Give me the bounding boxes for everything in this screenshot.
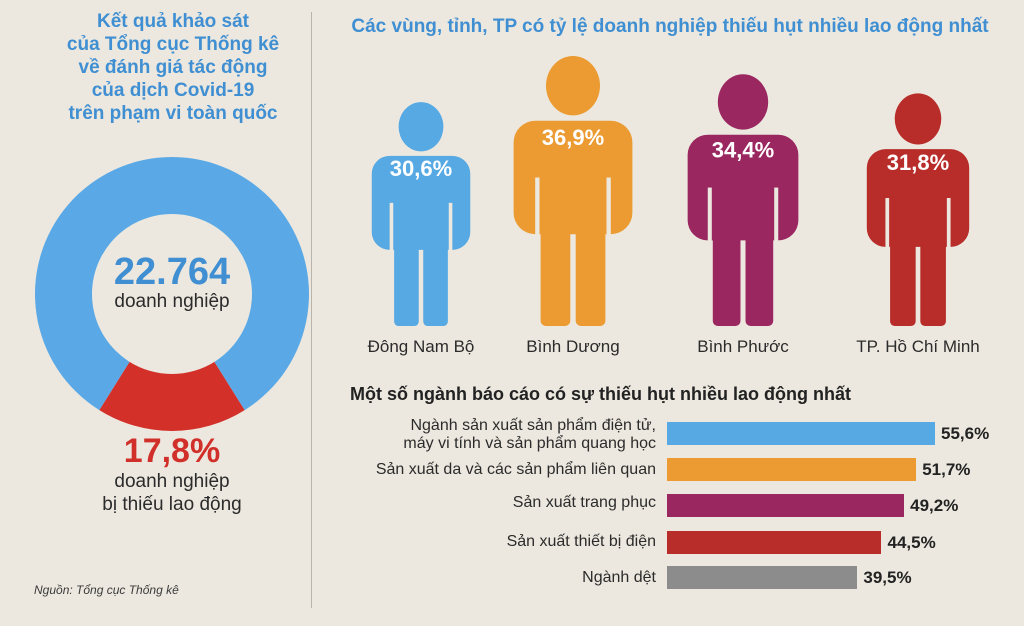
donut-slices (34, 157, 310, 432)
person-icon-tp-hcm (866, 93, 970, 326)
person-icon-dong-nam-bo (371, 102, 471, 326)
survey-title-line: của Tổng cục Thống kê (66, 34, 280, 55)
panel-divider (311, 12, 312, 608)
industry-label-textile: Ngành dệt (316, 569, 656, 587)
industry-label-electrical: Sản xuất thiết bị điện (316, 533, 656, 551)
industry-label-electronics: Ngành sản xuất sản phẩm điện tử, máy vi … (316, 417, 656, 453)
industries-title: Một số ngành báo cáo có sự thiếu hụt nhi… (350, 384, 852, 404)
donut-slice-other (34, 157, 310, 411)
industry-value-textile: 39,5% (863, 568, 912, 587)
shortage-percent: 17,8% (123, 432, 221, 470)
industry-label-apparel: Sản xuất trang phục (316, 494, 656, 512)
survey-title-line: Kết quả khảo sát (96, 11, 250, 32)
person-value-binh-phuoc: 34,4% (712, 137, 774, 162)
region-label-dong-nam-bo: Đông Nam Bộ (367, 337, 475, 356)
industry-value-leather: 51,7% (922, 460, 971, 479)
region-label-tp-hcm: TP. Hồ Chí Minh (856, 337, 980, 356)
industry-value-electrical: 44,5% (887, 533, 936, 552)
survey-title-line: về đánh giá tác động (78, 57, 268, 78)
donut-slice-shortage (99, 361, 245, 432)
survey-title-line: trên phạm vi toàn quốc (68, 103, 278, 124)
industry-label-line: máy vi tính và sản phẩm quang học (403, 435, 656, 452)
person-value-binh-duong: 36,9% (542, 125, 604, 150)
industry-bar-electronics (667, 422, 935, 445)
industry-value-electronics: 55,6% (941, 424, 990, 443)
person-figures: 30,6% 36,9% 34,4% 31,8% (371, 55, 970, 326)
industry-label-line: Sản xuất da và các sản phẩm liên quan (375, 461, 656, 478)
person-value-dong-nam-bo: 30,6% (390, 156, 452, 181)
person-icon-binh-duong (513, 55, 633, 326)
source-note: Nguồn: Tổng cục Thống kê (34, 583, 179, 597)
industry-label-line: Sản xuất trang phục (512, 494, 656, 511)
donut-total-label: doanh nghiệp (114, 291, 230, 312)
person-value-tp-hcm: 31,8% (887, 150, 949, 175)
industry-label-line: Ngành sản xuất sản phẩm điện tử, (410, 417, 656, 434)
industry-label-line: Ngành dệt (582, 569, 656, 586)
industry-bar-textile (667, 566, 858, 589)
regions-title: Các vùng, tỉnh, TP có tỷ lệ doanh nghiệp… (351, 16, 989, 37)
donut-chart (34, 157, 310, 432)
industry-label-leather: Sản xuất da và các sản phẩm liên quan (316, 461, 656, 479)
donut-total-value: 22.764 (113, 251, 231, 293)
region-label-binh-duong: Bình Dương (526, 337, 620, 356)
industry-value-apparel: 49,2% (910, 496, 959, 515)
person-icon-binh-phuoc (687, 74, 799, 326)
survey-title: Kết quả khảo sát của Tổng cục Thống kê v… (28, 10, 318, 125)
shortage-label-line1: doanh nghiệp (114, 471, 230, 492)
industry-bar-electrical (667, 531, 882, 554)
industry-bar-leather (667, 458, 917, 481)
industry-bar-apparel (667, 494, 905, 517)
survey-title-line: của dịch Covid-19 (91, 80, 255, 101)
shortage-label-line2: bị thiếu lao động (102, 494, 242, 515)
region-label-binh-phuoc: Bình Phước (697, 337, 789, 356)
regions-people-chart: 30,6% 36,9% 34,4% 31,8% (371, 55, 970, 326)
industry-label-line: Sản xuất thiết bị điện (506, 533, 656, 550)
